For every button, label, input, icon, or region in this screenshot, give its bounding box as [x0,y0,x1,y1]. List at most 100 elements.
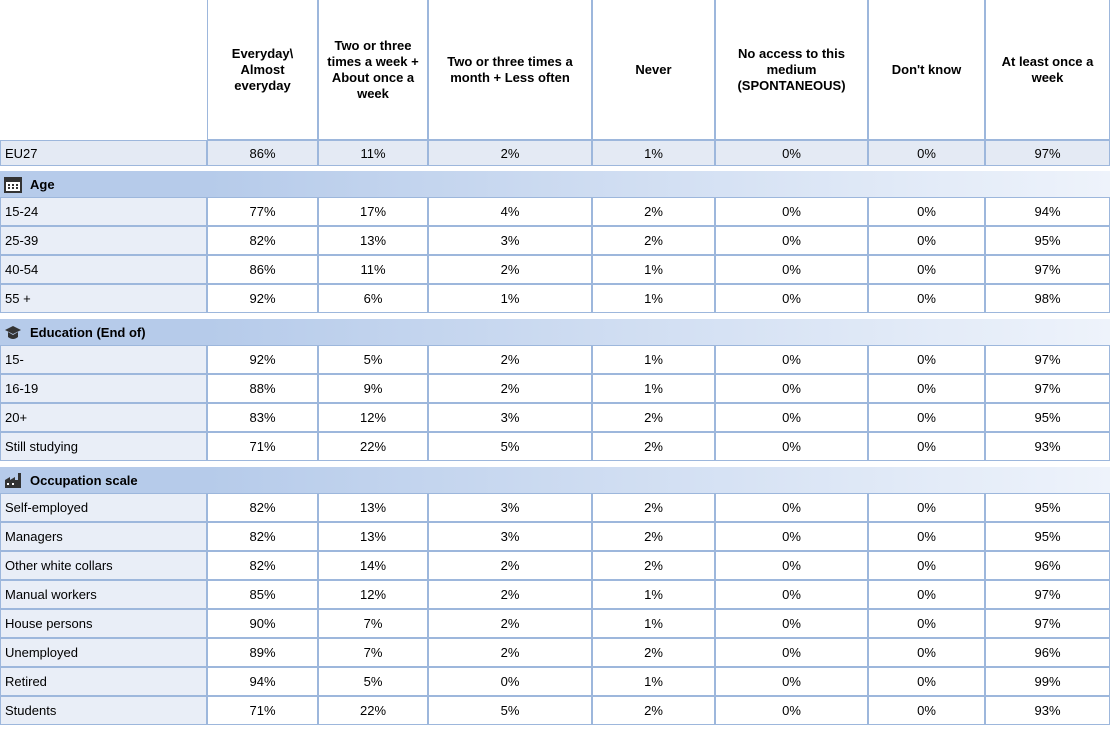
cell-value: 2% [428,580,592,609]
cell-value: 95% [985,226,1110,255]
cell-value: 92% [207,345,318,374]
cell-value: 95% [985,522,1110,551]
cell-value: 7% [318,609,428,638]
cell-value: 0% [428,667,592,696]
row-label: Managers [0,522,207,551]
cell-value: 0% [868,609,985,638]
cell-value: 0% [715,226,868,255]
group-header: Age [0,171,207,197]
cell-value: 0% [715,493,868,522]
cell-value: 98% [985,284,1110,313]
cell-value: 0% [868,493,985,522]
cell-value: 86% [207,140,318,166]
cell-value: 1% [428,284,592,313]
cell-value: 0% [868,580,985,609]
cell-value: 0% [715,345,868,374]
cell-value: 2% [428,374,592,403]
cell-value: 2% [592,551,715,580]
cell-value: 71% [207,696,318,725]
cell-value: 0% [715,609,868,638]
row-label: Students [0,696,207,725]
row-label: Other white collars [0,551,207,580]
cell-value: 2% [592,522,715,551]
cell-value: 2% [592,638,715,667]
cell-value: 95% [985,493,1110,522]
column-header: Don't know [868,0,985,140]
cell-value: 3% [428,403,592,432]
cell-value: 0% [868,197,985,226]
cell-value: 0% [715,284,868,313]
cell-value: 93% [985,696,1110,725]
group-icon [4,177,22,193]
cell-value: 17% [318,197,428,226]
cell-value: 0% [715,580,868,609]
cell-value: 5% [428,432,592,461]
cell-value: 97% [985,580,1110,609]
cell-value: 0% [715,696,868,725]
cell-value: 0% [715,197,868,226]
cell-value: 2% [428,255,592,284]
cell-value: 13% [318,522,428,551]
cell-value: 22% [318,696,428,725]
cell-value: 4% [428,197,592,226]
cell-value: 82% [207,551,318,580]
cell-value: 13% [318,493,428,522]
cell-value: 13% [318,226,428,255]
cell-value: 22% [318,432,428,461]
cell-value: 12% [318,580,428,609]
cell-value: 0% [715,140,868,166]
cell-value: 2% [592,197,715,226]
row-label: 15-24 [0,197,207,226]
cell-value: 0% [715,403,868,432]
group-icon [5,473,21,488]
cell-value: 0% [868,403,985,432]
cell-value: 97% [985,374,1110,403]
cell-value: 3% [428,493,592,522]
column-header: At least once a week [985,0,1110,140]
cell-value: 0% [868,284,985,313]
cell-value: 77% [207,197,318,226]
cell-value: 0% [715,551,868,580]
cell-value: 11% [318,255,428,284]
cell-value: 7% [318,638,428,667]
cell-value: 2% [428,551,592,580]
cell-value: 2% [428,345,592,374]
cell-value: 97% [985,345,1110,374]
column-header: Two or three times a month + Less often [428,0,592,140]
column-header: Everyday\ Almost everyday [207,0,318,140]
cell-value: 0% [868,551,985,580]
cell-value: 2% [428,638,592,667]
cell-value: 0% [868,696,985,725]
cell-value: 14% [318,551,428,580]
cell-value: 94% [985,197,1110,226]
cell-value: 3% [428,522,592,551]
cell-value: 0% [868,140,985,166]
row-label: 25-39 [0,226,207,255]
cell-value: 0% [715,667,868,696]
cell-value: 1% [592,580,715,609]
cell-value: 1% [592,284,715,313]
cell-value: 94% [207,667,318,696]
row-label: House persons [0,609,207,638]
cell-value: 89% [207,638,318,667]
cell-value: 85% [207,580,318,609]
cell-value: 1% [592,140,715,166]
group-icon [5,326,21,339]
cell-value: 96% [985,638,1110,667]
group-band [207,319,1110,345]
cell-value: 6% [318,284,428,313]
row-label: EU27 [0,140,207,166]
group-band [207,171,1110,197]
group-band [207,467,1110,493]
cell-value: 11% [318,140,428,166]
cell-value: 82% [207,493,318,522]
cell-value: 0% [868,255,985,284]
cell-value: 0% [715,522,868,551]
cell-value: 0% [868,667,985,696]
cell-value: 1% [592,609,715,638]
cell-value: 93% [985,432,1110,461]
cell-value: 2% [592,696,715,725]
cell-value: 97% [985,140,1110,166]
cell-value: 95% [985,403,1110,432]
